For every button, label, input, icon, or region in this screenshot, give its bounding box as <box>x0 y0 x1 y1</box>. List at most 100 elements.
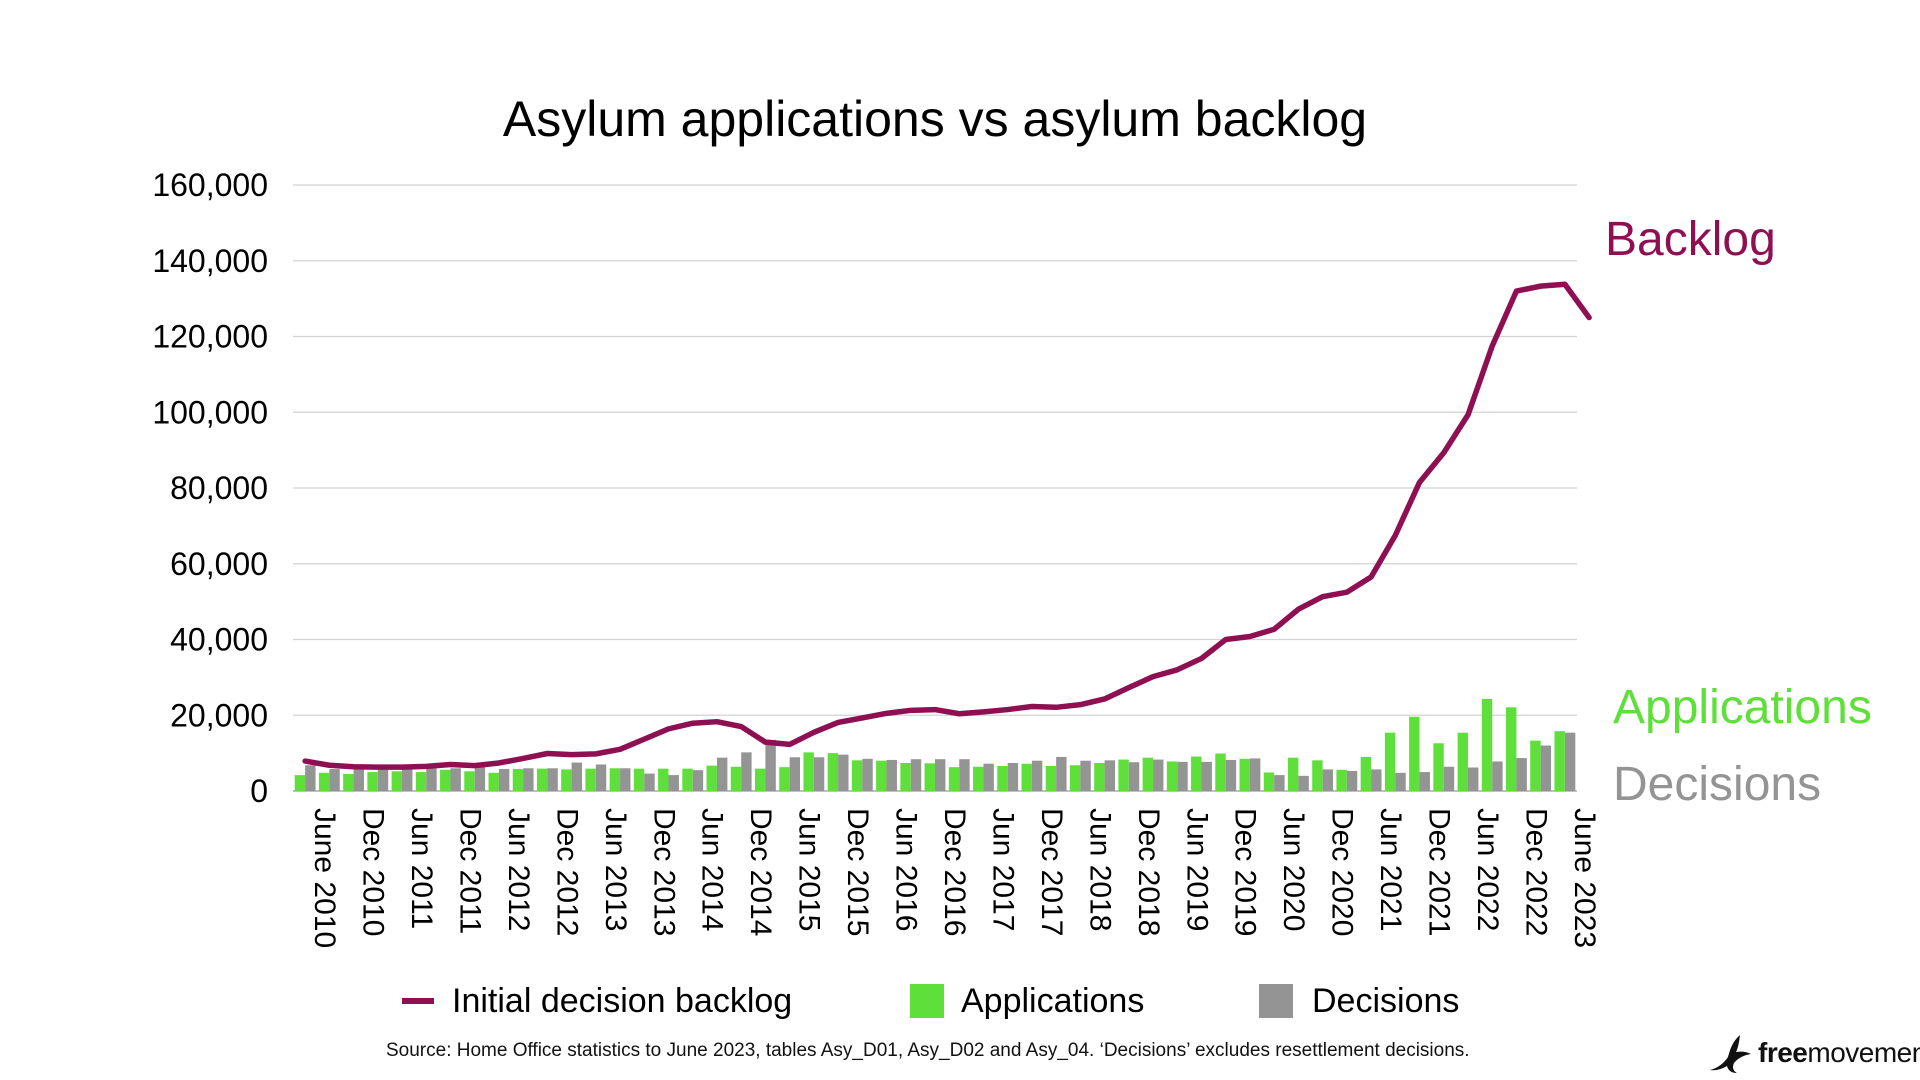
x-tick-label: Dec 2019 <box>1229 808 1262 936</box>
x-tick-label: Jun 2019 <box>1180 808 1213 931</box>
x-tick-label: Dec 2022 <box>1519 808 1552 936</box>
decisions-bar <box>1104 760 1116 791</box>
decisions-bar <box>789 757 801 791</box>
applications-bar <box>294 775 306 791</box>
decisions-bar <box>1031 760 1043 791</box>
decisions-bar <box>741 752 752 791</box>
applications-bar <box>1263 772 1275 791</box>
decisions-bar <box>353 767 364 791</box>
decisions-bar <box>886 759 897 791</box>
decisions-bar <box>716 757 728 791</box>
logo-rest: movement <box>1807 1037 1920 1068</box>
x-tick-label: Jun 2017 <box>986 808 1019 931</box>
decisions-bar <box>329 769 340 791</box>
applications-bar <box>1094 762 1105 791</box>
applications-bar <box>948 767 960 791</box>
applications-annotation: Applications <box>1613 681 1872 734</box>
applications-bar <box>367 772 378 791</box>
x-tick-label: Dec 2015 <box>841 808 874 936</box>
applications-bar <box>658 768 669 791</box>
applications-bar <box>851 760 863 791</box>
decisions-bar <box>1225 759 1237 791</box>
decisions-bar <box>765 739 776 791</box>
decisions-bar <box>402 767 413 791</box>
x-tick-label: Dec 2010 <box>357 808 390 936</box>
applications-bar <box>391 771 403 791</box>
chart-title: Asylum applications vs asylum backlog <box>502 91 1368 147</box>
legend-label: Decisions <box>1312 982 1459 1020</box>
applications-bar <box>633 768 645 791</box>
applications-bar <box>997 766 1008 791</box>
applications-bar <box>754 768 766 791</box>
decisions-bar <box>644 773 655 791</box>
decisions-bar <box>571 762 583 791</box>
applications-bar <box>1287 757 1299 791</box>
y-tick-label: 160,000 <box>152 167 268 203</box>
decisions-bar <box>1540 745 1552 791</box>
y-tick-label: 120,000 <box>152 319 268 355</box>
x-tick-label: Dec 2018 <box>1132 808 1165 936</box>
applications-bar <box>464 771 475 791</box>
applications-bar <box>924 763 935 791</box>
y-tick-label: 100,000 <box>152 394 268 430</box>
decisions-bar <box>1371 769 1382 791</box>
decisions-bar <box>1492 761 1503 791</box>
applications-bar <box>1215 753 1226 791</box>
applications-bar <box>1191 756 1202 791</box>
decisions-bar <box>1249 758 1261 791</box>
decisions-bar <box>377 764 389 791</box>
decisions-bar <box>498 769 510 791</box>
applications-bar <box>1554 731 1565 791</box>
x-tick-label: Jun 2014 <box>696 808 729 931</box>
applications-bar <box>1360 756 1372 791</box>
decisions-bar <box>1395 772 1406 791</box>
applications-bar <box>318 772 330 791</box>
decisions-bar <box>1274 775 1285 791</box>
decisions-bar <box>450 768 461 791</box>
x-tick-label: Jun 2015 <box>793 808 826 931</box>
applications-bar <box>1021 763 1032 791</box>
applications-bar <box>876 760 887 791</box>
decisions-bar <box>862 758 873 791</box>
applications-bar <box>609 768 621 791</box>
decisions-bar <box>1419 772 1430 791</box>
x-tick-label: Dec 2017 <box>1035 808 1068 936</box>
legend-applications-swatch <box>910 984 944 1018</box>
decisions-bar <box>474 765 486 791</box>
logo-bold: free <box>1758 1037 1808 1068</box>
bird-icon <box>1710 1035 1751 1073</box>
applications-bar <box>1457 732 1468 791</box>
x-tick-label: June 2023 <box>1568 808 1601 948</box>
applications-bar <box>1118 759 1129 791</box>
freemovement-logo: freemovement <box>1706 1031 1920 1075</box>
applications-bar <box>343 773 354 791</box>
x-tick-label: Jun 2020 <box>1277 808 1310 931</box>
decisions-bar <box>1080 760 1091 791</box>
legend-label: Applications <box>961 982 1144 1020</box>
applications-bar <box>1142 757 1154 791</box>
applications-bar <box>1481 698 1493 791</box>
decisions-bar <box>959 759 970 791</box>
decisions-bar <box>1177 761 1188 791</box>
legend-decisions-swatch <box>1259 984 1293 1018</box>
applications-bar <box>779 767 790 791</box>
y-tick-label: 80,000 <box>170 470 268 506</box>
applications-bar <box>682 768 693 791</box>
x-tick-label: Jun 2022 <box>1471 808 1504 931</box>
applications-bar <box>730 766 742 791</box>
x-tick-label: Jun 2012 <box>502 808 535 931</box>
source-note: Source: Home Office statistics to June 2… <box>386 1040 1470 1061</box>
decisions-bar <box>692 770 704 791</box>
decisions-bar <box>1056 756 1067 791</box>
decisions-bar <box>620 768 631 791</box>
decisions-bar <box>1201 761 1212 791</box>
x-tick-label: Dec 2016 <box>938 808 971 936</box>
x-tick-label: Dec 2021 <box>1423 808 1456 936</box>
backlog-line <box>302 281 1592 770</box>
applications-bar <box>440 769 451 791</box>
y-tick-label: 20,000 <box>170 697 268 733</box>
logo-wordmark: freemovement <box>1758 1037 1920 1069</box>
chart: 0 20,000 40,000 60,000 80,000 100,000 120,000 1… <box>152 167 1872 1020</box>
x-tick-label: Jun 2011 <box>405 808 438 929</box>
applications-bar <box>1530 740 1541 791</box>
